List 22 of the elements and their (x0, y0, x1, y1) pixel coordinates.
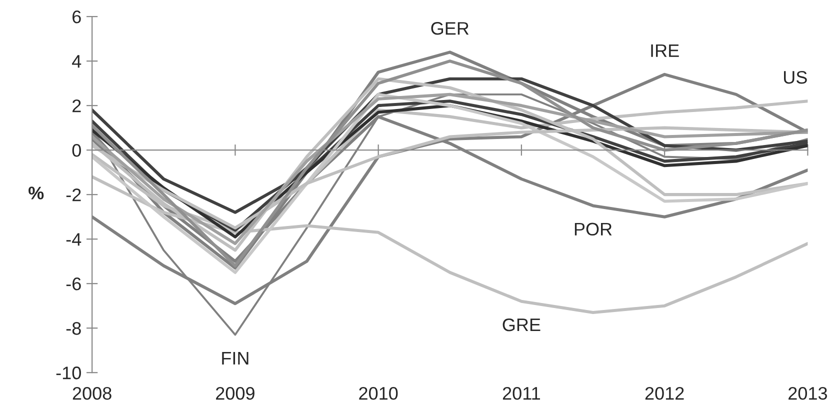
y-axis-title: % (28, 186, 44, 200)
y-tick-label: 0 (72, 144, 81, 157)
y-tick-label: 6 (72, 10, 81, 24)
series-label: POR (574, 222, 612, 236)
series-label: IRE (651, 44, 679, 57)
y-tick-label: -4 (66, 233, 82, 246)
x-tick-label: 2011 (502, 386, 540, 400)
y-tick-label: 4 (72, 55, 82, 68)
y-tick-label: -8 (66, 322, 81, 335)
y-tick-label: -2 (66, 188, 81, 202)
x-tick-label: 2008 (72, 386, 112, 400)
x-tick-label: 2009 (216, 386, 254, 400)
x-tick-label: 2012 (645, 386, 684, 400)
y-tick-label: 2 (72, 100, 81, 112)
series-label: US (784, 70, 807, 84)
x-tick-label: 2010 (359, 386, 398, 400)
series-label: FIN (222, 352, 248, 364)
y-tick-label: -10 (56, 366, 81, 380)
series-label: GRE (502, 318, 540, 332)
y-tick-label: -6 (66, 278, 81, 290)
x-tick-label: 2013 (788, 386, 827, 400)
series-label: GER (431, 22, 469, 35)
